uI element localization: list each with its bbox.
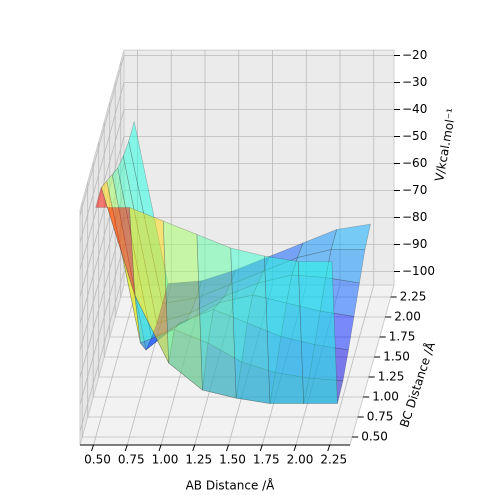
- x-tick: [259, 444, 263, 452]
- x-tick-label: 2.25: [320, 453, 347, 467]
- y-tick-label: 1.25: [378, 370, 405, 384]
- grid-line: [79, 55, 125, 216]
- y-tick-label: 1.75: [389, 330, 416, 344]
- grid-line: [93, 284, 138, 446]
- x-tick-label: 1.50: [219, 453, 246, 467]
- x-tick: [192, 444, 196, 452]
- z-tick-label: −50: [402, 129, 427, 143]
- z-tick-label: −30: [402, 75, 427, 89]
- surface-patch: [196, 234, 237, 399]
- x-tick-label: 1.25: [185, 453, 212, 467]
- x-tick: [293, 444, 297, 452]
- x-tick: [124, 444, 128, 452]
- x-tick: [327, 444, 331, 452]
- grid-line: [79, 244, 125, 405]
- surface-patch: [230, 247, 271, 404]
- x-tick-label: 2.00: [287, 453, 314, 467]
- y-tick-label: 2.00: [394, 310, 421, 324]
- grid-line: [79, 82, 125, 243]
- y-tick-label: 1.00: [372, 390, 399, 404]
- y-tick-label: 2.25: [400, 290, 427, 304]
- y-tick-label: 0.50: [361, 430, 388, 444]
- z-tick-label: −90: [402, 237, 427, 251]
- x-tick-label: 1.75: [253, 453, 280, 467]
- z-tick-label: −100: [402, 264, 435, 278]
- y-tick-label: 0.75: [367, 410, 394, 424]
- x-tick-label: 0.50: [84, 453, 111, 467]
- z-tick-label: −80: [402, 210, 427, 224]
- x-tick-label: 1.00: [152, 453, 179, 467]
- surface-patch: [297, 261, 338, 404]
- z-tick-label: −70: [402, 183, 427, 197]
- x-axis-label: AB Distance /Å: [186, 478, 276, 493]
- z-tick-label: −40: [402, 102, 427, 116]
- x-tick: [91, 444, 94, 452]
- surface-patch: [264, 255, 305, 404]
- grid-line: [79, 271, 125, 432]
- z-tick-label: −20: [402, 48, 427, 62]
- z-tick-label: −60: [402, 156, 427, 170]
- x-tick: [158, 444, 162, 452]
- grid-line: [329, 284, 375, 446]
- z-axis-label: V/kcal.mol⁻¹: [432, 107, 459, 182]
- grid-line: [79, 136, 125, 297]
- x-tick-label: 0.75: [118, 453, 145, 467]
- grid-line: [79, 217, 125, 378]
- x-tick: [226, 444, 229, 452]
- y-tick-label: 1.50: [383, 350, 410, 364]
